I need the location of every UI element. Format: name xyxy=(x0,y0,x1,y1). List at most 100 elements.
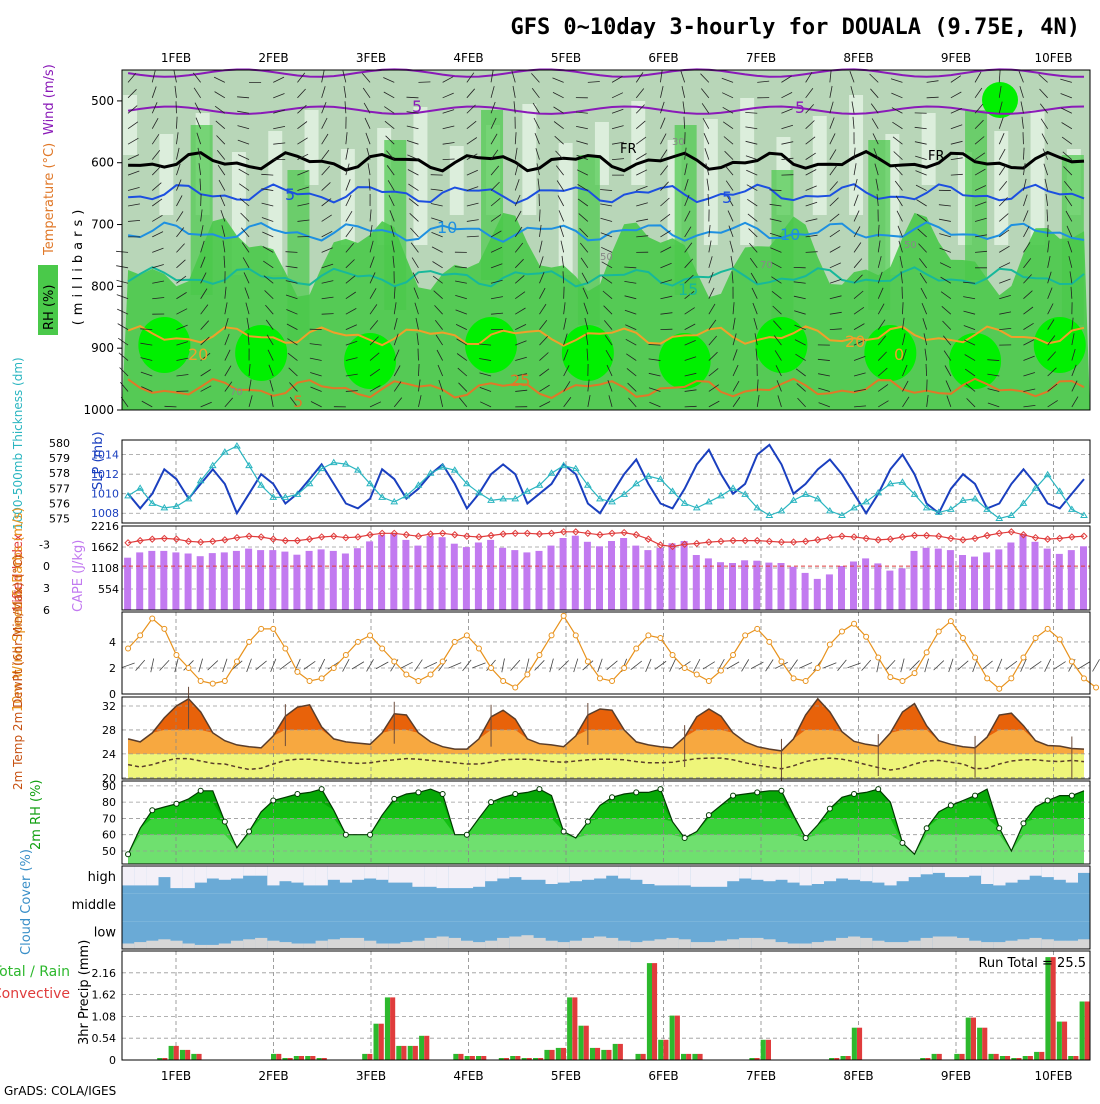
cloud-clear-cell xyxy=(243,866,255,876)
precip-convective-bar xyxy=(481,1056,486,1060)
cape-tick-label: 1108 xyxy=(91,562,119,575)
precip-total-bar xyxy=(1000,1056,1005,1060)
wind-barb-10m xyxy=(925,659,929,672)
cloud-clear-cell xyxy=(231,866,243,879)
wind-speed-point xyxy=(743,633,748,638)
wind-speed-point xyxy=(222,678,227,683)
wind-speed-point xyxy=(174,652,179,657)
precip-convective-bar xyxy=(686,1054,691,1060)
wind-speed-point xyxy=(525,672,530,677)
temperature-contour-label: FR xyxy=(928,149,945,164)
wind-speed-point xyxy=(827,642,832,647)
cape-bar xyxy=(499,548,506,610)
cloud-low-cell xyxy=(558,942,570,949)
cloud-low-cell xyxy=(884,942,896,949)
cloud-low-cell xyxy=(207,945,219,949)
cape-bar xyxy=(644,550,651,610)
wind-barb-10m xyxy=(847,663,860,668)
cloud-low-cell xyxy=(727,939,739,949)
precip-total-bar xyxy=(1080,1002,1085,1061)
wind-speed-point xyxy=(234,659,239,664)
wind-speed-point xyxy=(476,646,481,651)
wind-speed-point xyxy=(731,652,736,657)
temp-tick-label: 32 xyxy=(102,700,116,713)
rh-contour-label: 70 xyxy=(230,387,243,398)
wind-barb-10m xyxy=(448,663,461,668)
cloud-clear-cell xyxy=(340,866,352,883)
cape-bar xyxy=(923,548,930,610)
wind-barb-10m xyxy=(607,661,618,670)
cloud-low-cell xyxy=(364,941,376,949)
wind-speed-point xyxy=(573,633,578,638)
wind-speed-point xyxy=(247,639,252,644)
precip-total-bar xyxy=(567,997,572,1060)
cloud-low-cell xyxy=(461,941,473,949)
temp-ylabel: 2m Temp 2m DewPt (6hr Min/Max) (°C) xyxy=(11,555,25,790)
wind-tick-label: 4 xyxy=(109,636,116,649)
cloud-clear-cell xyxy=(800,866,812,885)
cape-bar xyxy=(911,551,918,610)
cloud-low-cell xyxy=(437,937,449,950)
cape-bar xyxy=(233,551,240,610)
date-tick-top: 4FEB xyxy=(453,51,483,65)
cape-bar xyxy=(185,554,192,611)
wind-speed-point xyxy=(307,678,312,683)
wind-speed-point xyxy=(924,650,929,655)
cape-bar xyxy=(330,551,337,610)
date-tick-bottom: 2FEB xyxy=(258,1069,288,1083)
rh2m-point xyxy=(658,787,663,792)
precip-convective-bar xyxy=(846,1056,851,1060)
cape-bar xyxy=(899,568,906,610)
precip-total-bar xyxy=(374,1024,379,1060)
cape-tick-label: 2216 xyxy=(91,520,119,533)
wind-speed-point xyxy=(210,681,215,686)
cape-bar xyxy=(124,558,131,610)
wind-barb-10m xyxy=(343,659,350,671)
cape-bar xyxy=(741,560,748,610)
rh-light-patch xyxy=(1031,110,1045,245)
cape-tick-label: 1662 xyxy=(91,541,119,554)
cape-bar xyxy=(487,540,494,610)
cape-bar xyxy=(995,549,1002,610)
rh2m-point xyxy=(900,840,905,845)
footer-credit: GrADS: COLA/IGES xyxy=(4,1084,116,1098)
precip-convective-bar xyxy=(185,1050,190,1060)
wind-barb-10m xyxy=(790,660,798,671)
cape-bar xyxy=(463,547,470,610)
cloud-low-cell xyxy=(642,941,654,949)
cape-bar xyxy=(947,550,954,610)
wind-barb-10m xyxy=(415,660,423,672)
cloud-low-cell xyxy=(848,937,860,950)
precip-total-bar xyxy=(579,1026,584,1060)
wind-speed-point xyxy=(815,665,820,670)
cloud-clear-cell xyxy=(679,866,691,885)
cloud-clear-cell xyxy=(1018,866,1030,880)
precip-convective-bar xyxy=(550,1050,555,1060)
temperature-contour-label: 5 xyxy=(285,185,295,204)
cloud-low-cell xyxy=(969,941,981,949)
cloud-clear-cell xyxy=(1066,866,1078,883)
cape-bar xyxy=(269,550,276,610)
cloud-clear-cell xyxy=(158,866,170,877)
precip-convective-bar xyxy=(982,1028,987,1060)
cloud-low-cell xyxy=(243,939,255,949)
rh-light-patch xyxy=(341,149,355,245)
precip-total-bar xyxy=(852,1028,857,1060)
precip-total-bar xyxy=(419,1036,424,1060)
precip-convective-bar xyxy=(960,1054,965,1060)
cape-bar xyxy=(971,557,978,610)
cloud-clear-cell xyxy=(969,866,981,876)
cloud-clear-cell xyxy=(316,866,328,885)
wind-speed-point xyxy=(948,619,953,624)
cloud-low-cell xyxy=(957,938,969,949)
temperature-contour-label: 25 xyxy=(510,371,530,390)
rh2m-tick-label: 50 xyxy=(102,845,116,858)
precip-convective-bar xyxy=(197,1054,202,1060)
cape-bar xyxy=(620,538,627,610)
cloud-clear-cell xyxy=(812,866,824,884)
cloud-clear-cell xyxy=(848,866,860,880)
rh2m-point xyxy=(464,832,469,837)
precip-convective-bar xyxy=(1028,1056,1033,1060)
wind-barb-10m xyxy=(670,659,676,672)
cloud-low-cell xyxy=(570,941,582,949)
